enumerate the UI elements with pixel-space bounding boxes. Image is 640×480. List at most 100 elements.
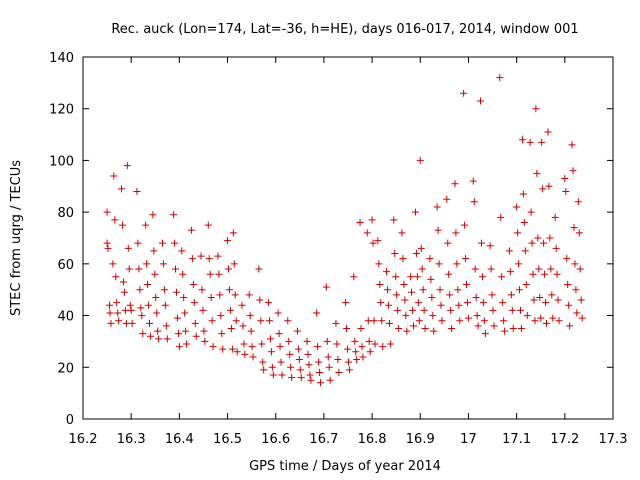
data-point xyxy=(429,312,437,320)
x-tick-label: 16.5 xyxy=(213,432,242,447)
data-point xyxy=(463,299,471,307)
x-tick-label: 16.6 xyxy=(261,432,290,447)
data-point xyxy=(523,312,531,320)
data-point xyxy=(344,345,352,353)
data-point xyxy=(520,218,528,226)
data-point xyxy=(471,265,479,273)
data-point xyxy=(287,363,295,371)
data-point xyxy=(576,265,584,273)
data-point xyxy=(413,273,421,281)
data-point xyxy=(182,327,190,335)
data-point xyxy=(199,306,207,314)
data-point xyxy=(508,306,516,314)
data-point xyxy=(255,265,263,273)
data-point xyxy=(145,301,153,309)
x-tick-label: 16.4 xyxy=(165,432,194,447)
data-point xyxy=(334,356,342,364)
data-point xyxy=(269,371,277,379)
data-point xyxy=(534,234,542,242)
data-point xyxy=(555,317,563,325)
data-point xyxy=(267,348,275,356)
data-point xyxy=(379,343,387,351)
data-point xyxy=(172,265,180,273)
data-point xyxy=(179,270,187,278)
data-point xyxy=(426,255,434,263)
data-point xyxy=(247,327,255,335)
data-point xyxy=(490,322,498,330)
data-point xyxy=(178,247,186,255)
data-point xyxy=(489,306,497,314)
data-point xyxy=(325,363,333,371)
data-point xyxy=(192,332,200,340)
data-point xyxy=(232,317,240,325)
data-point xyxy=(563,255,571,263)
y-tick-label: 60 xyxy=(57,258,74,273)
data-point xyxy=(106,309,114,317)
data-point xyxy=(541,270,549,278)
data-point xyxy=(427,275,435,283)
data-point xyxy=(414,299,422,307)
data-point xyxy=(128,319,136,327)
data-point xyxy=(472,293,480,301)
data-point xyxy=(359,353,367,361)
data-point xyxy=(259,358,267,366)
data-point xyxy=(514,229,522,237)
data-point xyxy=(453,260,461,268)
data-point xyxy=(505,247,513,255)
data-point xyxy=(304,350,312,358)
data-point xyxy=(230,260,238,268)
data-point xyxy=(538,138,546,146)
data-point xyxy=(488,291,496,299)
data-point xyxy=(173,314,181,322)
data-point xyxy=(526,138,534,146)
data-point xyxy=(241,350,249,358)
data-point xyxy=(477,239,485,247)
data-point xyxy=(544,128,552,136)
data-point xyxy=(487,265,495,273)
data-point xyxy=(206,270,214,278)
data-point xyxy=(200,327,208,335)
data-point xyxy=(265,317,273,325)
data-point xyxy=(398,229,406,237)
data-point xyxy=(445,270,453,278)
data-point xyxy=(197,252,205,260)
data-point xyxy=(353,356,361,364)
y-axis-title: STEC from uqrg / TECUs xyxy=(9,160,24,316)
data-point xyxy=(175,343,183,351)
data-point xyxy=(470,198,478,206)
data-point xyxy=(239,322,247,330)
data-point xyxy=(517,325,525,332)
data-point xyxy=(351,337,359,345)
data-point xyxy=(335,368,343,376)
data-point xyxy=(119,278,127,286)
data-point xyxy=(296,366,304,374)
data-point xyxy=(569,167,577,175)
data-point xyxy=(180,293,188,301)
data-point xyxy=(400,281,408,289)
data-point xyxy=(496,74,504,82)
data-point xyxy=(447,306,455,314)
data-point xyxy=(571,260,579,268)
data-point xyxy=(416,156,424,164)
data-point xyxy=(286,350,294,358)
data-point xyxy=(435,260,443,268)
data-point xyxy=(111,216,119,224)
data-point xyxy=(305,361,313,369)
data-point xyxy=(190,299,198,307)
data-point xyxy=(518,136,526,144)
data-point xyxy=(142,221,150,229)
data-point xyxy=(215,270,223,278)
data-point xyxy=(124,244,132,252)
data-point xyxy=(126,301,134,309)
data-point xyxy=(408,288,416,296)
data-point xyxy=(345,366,353,374)
data-point xyxy=(268,363,276,371)
data-point xyxy=(390,216,398,224)
data-point xyxy=(214,252,222,260)
data-point xyxy=(531,317,539,325)
data-point xyxy=(316,368,324,376)
data-point xyxy=(562,187,570,195)
data-point xyxy=(486,242,494,250)
data-point xyxy=(352,348,360,356)
